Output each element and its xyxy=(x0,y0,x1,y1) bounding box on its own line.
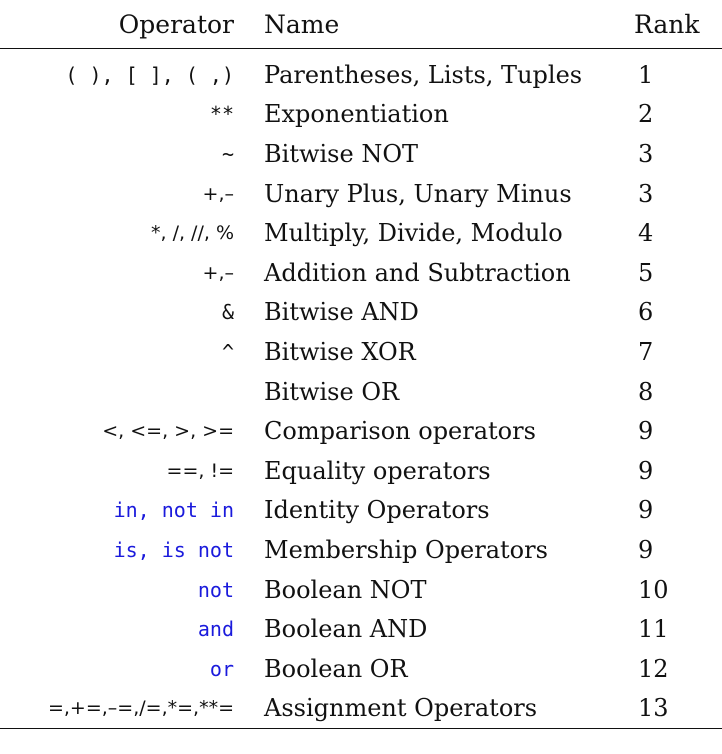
table-body: ( ), [ ], ( ,) Parentheses, Lists, Tuple… xyxy=(0,49,722,730)
header-name: Name xyxy=(248,0,620,49)
name-cell: Identity Operators xyxy=(264,496,490,525)
rank-cell: 9 xyxy=(638,535,654,564)
name-cell: Membership Operators xyxy=(264,535,548,564)
rank-cell: 11 xyxy=(638,615,669,644)
table-row: in, not in Identity Operators 9 xyxy=(0,491,722,531)
header-row: Operator Name Rank xyxy=(0,0,722,49)
name-cell: Boolean NOT xyxy=(264,575,427,604)
name-cell: Bitwise XOR xyxy=(264,337,416,366)
name-cell: Comparison operators xyxy=(264,417,536,446)
rank-cell: 9 xyxy=(638,456,654,485)
operator-cell: +,– xyxy=(202,261,234,284)
table-row: and Boolean AND 11 xyxy=(0,609,722,649)
rank-cell: 8 xyxy=(638,377,654,406)
name-cell: Bitwise NOT xyxy=(264,139,419,168)
operator-cell: is, is not xyxy=(113,537,234,562)
rank-cell: 4 xyxy=(638,219,654,248)
operator-cell: +,– xyxy=(202,182,234,205)
table-row: ( ), [ ], ( ,) Parentheses, Lists, Tuple… xyxy=(0,49,722,95)
rank-cell: 3 xyxy=(638,139,654,168)
operator-precedence-table: Operator Name Rank ( ), [ ], ( ,) Parent… xyxy=(0,0,722,730)
table-row: is, is not Membership Operators 9 xyxy=(0,530,722,570)
operator-cell: =,+=,–=,/=,*=,**= xyxy=(0,688,248,730)
name-cell: Multiply, Divide, Modulo xyxy=(264,219,563,248)
table-row: Bitwise OR 8 xyxy=(0,372,722,412)
table-row: *, /, //, % Multiply, Divide, Modulo 4 xyxy=(0,213,722,253)
rank-cell: 2 xyxy=(638,100,654,129)
table-row: +,– Addition and Subtraction 5 xyxy=(0,253,722,293)
name-cell: Equality operators xyxy=(264,456,491,485)
rank-cell: 6 xyxy=(638,298,654,327)
operator-cell: ( ), [ ], ( ,) xyxy=(65,62,234,87)
table-row: ^ Bitwise XOR 7 xyxy=(0,332,722,372)
table-row: ~ Bitwise NOT 3 xyxy=(0,134,722,174)
operator-cell: ==, != xyxy=(166,459,234,482)
name-cell: Assignment Operators xyxy=(248,688,620,730)
table-row: +,– Unary Plus, Unary Minus 3 xyxy=(0,174,722,214)
rank-cell: 10 xyxy=(638,575,669,604)
header-rank: Rank xyxy=(620,0,722,49)
operator-cell: *, /, //, % xyxy=(151,222,234,245)
operator-cell: & xyxy=(221,300,234,325)
table-header: Operator Name Rank xyxy=(0,0,722,49)
table-row: ==, != Equality operators 9 xyxy=(0,451,722,491)
name-cell: Exponentiation xyxy=(264,100,449,129)
table-row: <, <=, >, >= Comparison operators 9 xyxy=(0,411,722,451)
name-cell: Unary Plus, Unary Minus xyxy=(264,179,572,208)
operator-cell: not xyxy=(197,577,234,602)
rank-cell: 12 xyxy=(638,654,669,683)
header-operator: Operator xyxy=(0,0,248,49)
operator-cell xyxy=(0,372,248,412)
rank-cell: 3 xyxy=(638,179,654,208)
name-cell: Addition and Subtraction xyxy=(264,258,571,287)
name-cell: Bitwise OR xyxy=(264,377,400,406)
rank-cell: 1 xyxy=(638,60,654,89)
name-cell: Boolean AND xyxy=(264,615,428,644)
name-cell: Boolean OR xyxy=(264,654,408,683)
table-row: not Boolean NOT 10 xyxy=(0,570,722,610)
operator-cell: and xyxy=(197,617,234,642)
rank-cell: 9 xyxy=(638,417,654,446)
rank-cell: 9 xyxy=(638,496,654,525)
rank-cell: 5 xyxy=(638,258,654,287)
operator-cell: ** xyxy=(209,102,234,127)
table-row: & Bitwise AND 6 xyxy=(0,293,722,333)
operator-cell: in, not in xyxy=(113,498,234,523)
operator-cell: ~ xyxy=(221,141,234,166)
operator-cell: ^ xyxy=(221,339,234,364)
name-cell: Bitwise AND xyxy=(264,298,419,327)
table-row: ** Exponentiation 2 xyxy=(0,95,722,135)
operator-cell: or xyxy=(209,656,234,681)
table-row: =,+=,–=,/=,*=,**= Assignment Operators 1… xyxy=(0,688,722,730)
operator-cell: <, <=, >, >= xyxy=(102,420,234,443)
table-row: or Boolean OR 12 xyxy=(0,649,722,689)
rank-cell: 13 xyxy=(620,688,722,730)
rank-cell: 7 xyxy=(638,337,654,366)
name-cell: Parentheses, Lists, Tuples xyxy=(264,60,583,89)
